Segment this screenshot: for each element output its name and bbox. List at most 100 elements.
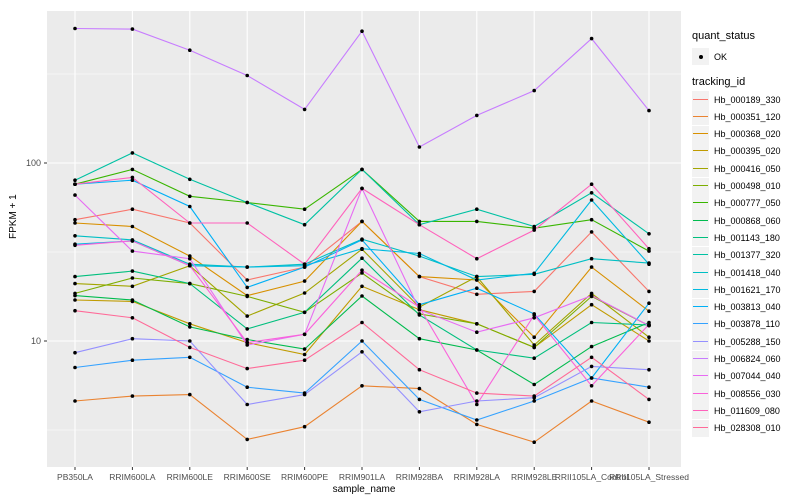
x-tick-label: RRIM928LE (511, 472, 558, 482)
legend-key-swatch (692, 229, 709, 247)
legend-label: Hb_001621_170 (714, 284, 781, 295)
legend-item-Hb_003878_110: Hb_003878_110 (688, 315, 800, 333)
data-point (73, 221, 77, 225)
series-color-line-icon (693, 271, 708, 273)
legend-label: Hb_000189_330 (714, 94, 781, 105)
legend-key-swatch (692, 246, 709, 264)
legend-key-swatch (692, 367, 709, 385)
data-point (130, 239, 135, 243)
x-tick-label: RRIM901LA (338, 472, 386, 482)
series-color-line-icon (693, 150, 708, 152)
legend-key-swatch (692, 160, 709, 178)
data-point (188, 48, 192, 52)
data-point (302, 207, 307, 211)
legend-item-Hb_005288_150: Hb_005288_150 (688, 333, 800, 351)
y-tick-label: 100 (25, 158, 41, 168)
data-point (73, 193, 77, 197)
data-point (73, 281, 77, 286)
x-tick-label: RRIM600LA (109, 472, 156, 482)
data-point (417, 305, 422, 309)
data-point (245, 437, 249, 442)
data-point (130, 175, 135, 180)
data-point (475, 219, 479, 224)
data-point (188, 325, 192, 329)
data-point (73, 26, 77, 31)
data-point (647, 367, 651, 372)
legend-item-Hb_000395_020: Hb_000395_020 (688, 142, 800, 160)
legend-key-swatch (692, 177, 709, 195)
data-point (245, 73, 249, 78)
data-point (73, 243, 77, 248)
series-color-line-icon (693, 167, 708, 169)
legend-key-swatch (692, 264, 709, 281)
data-point (130, 249, 135, 253)
data-point (647, 335, 651, 340)
y-tick-label: 10 (30, 336, 41, 346)
data-point (589, 293, 594, 298)
legend-label: Hb_003813_040 (714, 302, 781, 313)
data-point (73, 365, 77, 370)
data-point (589, 320, 594, 325)
data-point (647, 262, 651, 267)
data-point (589, 256, 594, 261)
data-point (589, 36, 594, 41)
legend-label: Hb_001377_320 (714, 250, 781, 261)
data-point (302, 265, 307, 269)
data-point (417, 254, 422, 258)
data-point (360, 271, 364, 275)
legend-item-Hb_000416_050: Hb_000416_050 (688, 160, 800, 178)
data-point (589, 355, 594, 360)
data-point (360, 219, 364, 224)
data-point (647, 232, 651, 236)
data-point (647, 301, 651, 306)
x-tick-label: RRIM928LA (453, 472, 500, 482)
data-point (130, 394, 135, 398)
data-point (475, 322, 479, 326)
data-point (360, 268, 364, 273)
data-point (245, 314, 249, 318)
legend-key-swatch (692, 108, 709, 126)
series-color-line-icon (693, 288, 708, 290)
series-color-line-icon (693, 392, 708, 394)
legend-label: Hb_011609_080 (714, 405, 780, 416)
data-point (532, 271, 536, 276)
data-point (360, 339, 364, 343)
data-point (130, 276, 135, 280)
data-point (475, 422, 479, 427)
legend-label: Hb_000777_050 (714, 198, 781, 209)
legend-item-Hb_007044_040: Hb_007044_040 (688, 367, 800, 385)
data-point (360, 320, 364, 325)
data-point (188, 339, 192, 343)
data-point (532, 356, 536, 361)
data-point (589, 230, 594, 234)
data-point (73, 298, 77, 302)
data-point (73, 182, 77, 186)
data-point (417, 386, 422, 391)
legend-label: Hb_000498_010 (714, 181, 781, 191)
series-color-line-icon (693, 340, 708, 342)
data-point (417, 367, 422, 372)
data-point (647, 322, 651, 327)
legend-item-Hb_028308_010: Hb_028308_010 (688, 419, 800, 437)
data-point (647, 108, 651, 113)
data-point (302, 332, 307, 337)
legend-label: Hb_003878_110 (714, 319, 780, 330)
legend-item-Hb_006824_060: Hb_006824_060 (688, 350, 800, 368)
data-point (73, 399, 77, 403)
legend-key-swatch (692, 419, 709, 437)
data-point (647, 246, 651, 251)
data-point (589, 217, 594, 222)
data-point (532, 316, 536, 320)
legend-item-Hb_011609_080: Hb_011609_080 (688, 402, 800, 420)
data-point (302, 424, 307, 429)
data-point (245, 285, 249, 290)
data-point (245, 294, 249, 299)
data-point (302, 107, 307, 112)
data-point (532, 224, 536, 229)
data-point (589, 198, 594, 202)
data-point (589, 384, 594, 388)
data-point (245, 265, 249, 269)
data-point (360, 350, 364, 354)
x-tick-label: RRIM600LE (166, 472, 213, 482)
legend-item-Hb_000777_050: Hb_000777_050 (688, 194, 800, 212)
